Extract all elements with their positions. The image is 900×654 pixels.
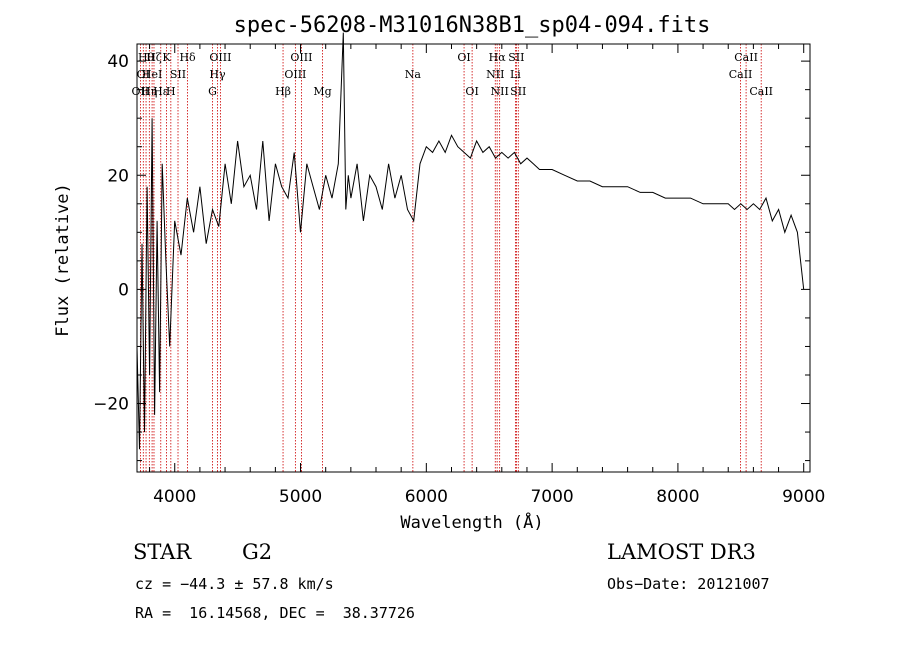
line-marker-label: K [162, 51, 171, 64]
x-axis-label: Wavelength (Å) [400, 511, 543, 533]
line-marker-label: OI [137, 68, 150, 81]
line-marker-label: OII [132, 85, 150, 98]
line-marker-label: SII [508, 51, 524, 64]
y-tick-label: −20 [93, 395, 129, 415]
x-tick-label: 6000 [405, 487, 448, 507]
x-tick-label: 5000 [279, 487, 322, 507]
y-tick-label: 40 [107, 52, 129, 72]
line-marker-label: OI [457, 51, 470, 64]
line-marker-label: CaII [729, 68, 753, 81]
chart-title: spec-56208-M31016N38B1_sp04-094.fits [234, 13, 711, 38]
line-marker-label: Hβ [275, 85, 291, 98]
line-marker-label: Mg [313, 85, 331, 98]
y-tick-labels: −20 0 20 40 [93, 52, 129, 414]
x-tick-label: 9000 [782, 487, 825, 507]
line-marker-label: G [208, 85, 217, 98]
x-tick-label: 4000 [153, 487, 196, 507]
line-marker-label: CaII [734, 51, 758, 64]
survey-name: LAMOST DR3 [607, 540, 756, 564]
observation-date: Obs−Date: 20121007 [607, 575, 770, 593]
line-marker-label: NII [486, 68, 504, 81]
line-marker-label: NII [491, 85, 509, 98]
spectrum-series-line [136, 32, 805, 450]
line-marker-label: OIII [209, 51, 231, 64]
line-marker-label: H [166, 85, 176, 98]
x-tick-label: 8000 [656, 487, 699, 507]
line-marker-label: Hε [153, 85, 169, 98]
line-marker-label: Hα [489, 51, 507, 64]
redshift-value: cz = −44.3 ± 57.8 km/s [135, 575, 334, 593]
x-tick-labels: 4000 5000 6000 7000 8000 9000 [153, 487, 825, 507]
object-class: STAR [133, 540, 192, 564]
spectral-line-markers [139, 44, 762, 472]
spectral-line-labels: OIIOIHθHηHeIHζHεKHSIIHδGHγOIIIHβOIIIOIII… [132, 51, 773, 98]
object-subclass: G2 [242, 540, 273, 564]
line-marker-label: SII [510, 85, 526, 98]
line-marker-label: CaII [749, 85, 773, 98]
y-tick-label: 0 [118, 280, 129, 300]
line-marker-label: OIII [290, 51, 312, 64]
line-marker-label: Hζ [146, 51, 162, 64]
coordinates: RA = 16.14568, DEC = 38.37726 [135, 604, 415, 622]
plot-frame [136, 43, 811, 473]
x-tick-label: 7000 [530, 487, 573, 507]
line-marker-label: Hδ [179, 51, 196, 64]
line-marker-label: SII [170, 68, 186, 81]
y-tick-label: 20 [107, 166, 129, 186]
axis-ticks [137, 44, 810, 472]
line-marker-label: Li [510, 68, 521, 81]
line-marker-label: Hη [141, 85, 157, 98]
line-marker-label: HeI [142, 68, 162, 81]
line-marker-label: Na [405, 68, 422, 81]
y-axis-label: Flux (relative) [53, 183, 73, 337]
line-marker-label: OI [465, 85, 478, 98]
line-marker-label: Hγ [209, 68, 226, 81]
line-marker-label: OIII [284, 68, 306, 81]
